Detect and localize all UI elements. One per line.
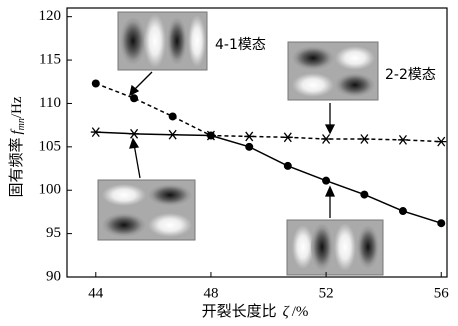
point-star (436, 137, 446, 146)
point-circle (399, 207, 407, 215)
point-circle (360, 191, 368, 199)
x-tick-label: 48 (203, 285, 218, 301)
y-tick-label: 105 (39, 138, 62, 154)
x-label-unit: /% (292, 304, 309, 320)
point-star (321, 135, 331, 144)
point-star (283, 133, 293, 142)
point-circle (92, 79, 100, 87)
inset-4-1-top (118, 12, 207, 70)
point-circle (245, 143, 253, 151)
point-circle (284, 162, 292, 170)
x-label-text: 开裂长度比 (202, 303, 277, 320)
point-star (398, 135, 408, 144)
y-axis-label: 固有频率fmn/Hz (8, 96, 27, 197)
x-tick-label: 52 (319, 285, 334, 301)
point-star (359, 135, 369, 144)
point-star (91, 128, 101, 137)
point-circle (322, 177, 330, 185)
x-axis-label: 开裂长度比 ζ/% (202, 303, 309, 320)
inset-2-2-top (288, 42, 378, 100)
point-star (244, 132, 254, 141)
annotation: 4-1模态 (215, 37, 266, 53)
point-circle (169, 112, 177, 120)
y-label-sub: mn (16, 118, 27, 130)
point-circle (437, 219, 445, 227)
y-tick-label: 120 (39, 8, 62, 24)
x-label-var: ζ (283, 304, 290, 320)
chart: 固有频率fmn/Hz 开裂长度比ζ/% 4-1模态 2-2模态 90951001 (0, 0, 458, 326)
y-tick-label: 90 (46, 268, 61, 284)
x-tick-label: 44 (88, 285, 104, 301)
point-circle (130, 94, 138, 102)
x-tick-label: 56 (434, 285, 450, 301)
series-line (96, 83, 441, 141)
point-star (168, 130, 178, 139)
y-tick-label: 95 (46, 225, 61, 241)
y-tick-label: 115 (39, 52, 61, 68)
y-label-unit: /Hz (9, 96, 25, 118)
y-tick-label: 100 (39, 182, 62, 198)
annotation: 2-2模态 (385, 67, 436, 83)
y-label-text: 固有频率 (8, 138, 25, 198)
point-star (129, 129, 139, 138)
inset-2-2-bottom (98, 180, 195, 240)
y-tick-label: 110 (39, 95, 61, 111)
inset-4-1-bottom (287, 220, 383, 275)
